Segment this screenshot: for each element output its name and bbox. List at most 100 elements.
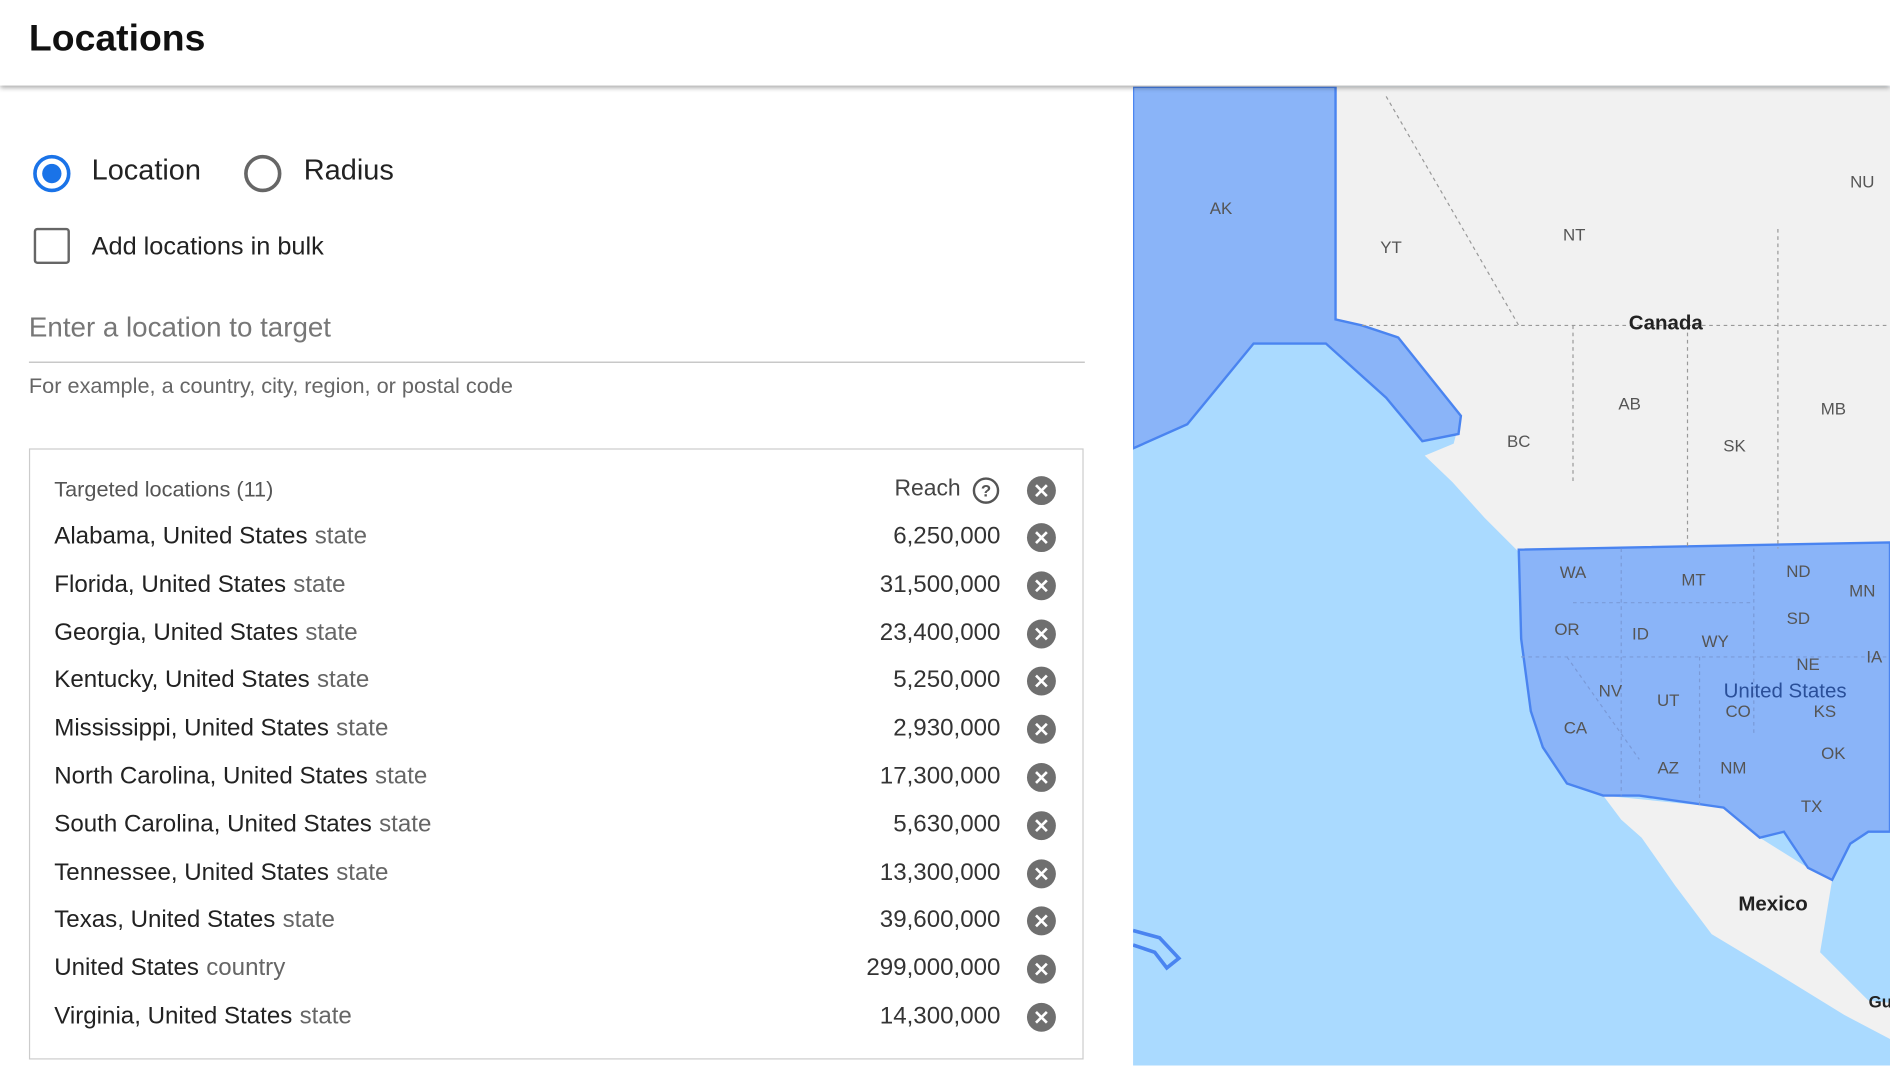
checkbox-label[interactable]: Add locations in bulk [91, 232, 324, 261]
map-label: Gu [1869, 992, 1890, 1011]
map-label: CO [1725, 702, 1750, 721]
remove-button[interactable] [1026, 762, 1056, 792]
reach-value: 6,250,000 [893, 523, 1001, 550]
map-label: NM [1720, 758, 1746, 777]
location-name: Texas, United States [54, 906, 276, 934]
map-label: AK [1210, 199, 1233, 218]
location-type: state [316, 667, 370, 694]
location-name: Kentucky, United States [54, 667, 310, 694]
targeted-table [28, 448, 1084, 1060]
remove-button[interactable] [1026, 523, 1056, 553]
location-type: state [282, 906, 335, 934]
location-row: Alabama, United States state [54, 523, 367, 551]
location-row: Florida, United States state [54, 571, 345, 599]
map-label: MT [1681, 570, 1705, 589]
map-label: WY [1702, 632, 1729, 651]
reach-value: 23,400,000 [879, 619, 1001, 646]
location-type: state [336, 715, 389, 742]
location-name: United States [54, 954, 199, 982]
radio-label[interactable]: Location [91, 154, 201, 187]
map-label: MB [1821, 399, 1846, 418]
input-underline [28, 361, 1085, 363]
reach-value: 13,300,000 [879, 858, 1001, 886]
location-name: North Carolina, United States [54, 762, 368, 790]
reach-value: 31,500,000 [879, 571, 1001, 598]
location-row: North Carolina, United States state [54, 763, 427, 791]
location-row: Mississippi, United States state [54, 715, 388, 743]
location-row: Georgia, United States state [54, 619, 357, 647]
reach-header: Reach [894, 476, 961, 502]
reach-value: 299,000,000 [866, 954, 1001, 982]
location-type: state [379, 810, 432, 838]
map-label: CA [1564, 719, 1588, 738]
remove-button[interactable] [1026, 906, 1056, 936]
location-row: Kentucky, United States state [54, 667, 369, 695]
map-label: NU [1850, 173, 1874, 192]
remove-button[interactable] [1026, 476, 1056, 506]
location-name: Mississippi, United States [54, 715, 329, 742]
location-row: South Carolina, United States state [54, 811, 431, 839]
map-label: WA [1560, 563, 1587, 582]
location-type: state [314, 523, 368, 550]
reach-value: 2,930,000 [893, 715, 1001, 742]
page-title: Locations [28, 16, 206, 60]
remove-button[interactable] [1026, 954, 1056, 984]
reach-value: 14,300,000 [879, 1002, 1001, 1030]
location-type: country [206, 954, 286, 982]
remove-button[interactable] [1026, 571, 1056, 601]
remove-button[interactable] [1026, 715, 1056, 744]
location-type: state [299, 1002, 352, 1030]
radio-radius[interactable] [242, 153, 283, 194]
reach-value: 17,300,000 [879, 762, 1001, 790]
remove-button[interactable] [1026, 810, 1056, 840]
radio-location[interactable] [31, 153, 72, 194]
location-name: South Carolina, United States [54, 810, 372, 838]
location-row: Texas, United States state [54, 907, 335, 935]
location-name: Florida, United States [54, 571, 287, 598]
location-name: Alabama, United States [54, 523, 308, 550]
radio-label[interactable]: Radius [303, 154, 394, 187]
location-name: Virginia, United States [54, 1002, 293, 1030]
location-row: Tennessee, United States state [54, 859, 388, 887]
map-label: NT [1563, 226, 1585, 245]
map-label: KS [1814, 702, 1837, 721]
reach-value: 5,630,000 [893, 810, 1001, 838]
location-type: state [375, 762, 428, 790]
map-label: AZ [1657, 758, 1679, 777]
map-label: Canada [1629, 312, 1704, 335]
map-label: NE [1796, 655, 1819, 674]
map-label: OK [1821, 744, 1846, 763]
remove-button[interactable] [1026, 667, 1056, 696]
remove-button[interactable] [1026, 619, 1056, 648]
map-label: OR [1554, 620, 1579, 639]
map-label: ND [1786, 562, 1810, 581]
helper-text: For example, a country, city, region, or… [28, 373, 513, 398]
map-label: YT [1380, 238, 1402, 257]
map-label: SK [1723, 437, 1746, 456]
header: Locations [0, 0, 1890, 86]
map-label: MN [1849, 581, 1875, 600]
location-type: state [305, 619, 358, 646]
location-name: Georgia, United States [54, 619, 299, 646]
help-icon[interactable]: ? [972, 476, 1001, 505]
map[interactable]: AK YT NT NU Canada BC AB SK MB WA MT ND … [1133, 86, 1890, 1066]
location-row: Virginia, United States state [54, 1003, 352, 1031]
checkbox[interactable] [33, 227, 70, 264]
map-label: BC [1507, 432, 1530, 451]
map-label: SD [1787, 609, 1810, 628]
location-input[interactable]: Enter a location to target [28, 310, 332, 343]
location-name: Tennessee, United States [54, 858, 329, 886]
map-label: United States [1724, 679, 1847, 702]
location-row: United States country [54, 955, 285, 983]
svg-text:?: ? [981, 482, 991, 501]
map-label: AB [1618, 394, 1641, 413]
remove-button[interactable] [1026, 858, 1056, 888]
map-label: Mexico [1738, 893, 1807, 916]
remove-button[interactable] [1026, 1002, 1056, 1032]
reach-value: 39,600,000 [879, 906, 1001, 934]
location-type: state [293, 571, 346, 598]
map-label: UT [1657, 691, 1679, 710]
map-label: NV [1599, 681, 1623, 700]
